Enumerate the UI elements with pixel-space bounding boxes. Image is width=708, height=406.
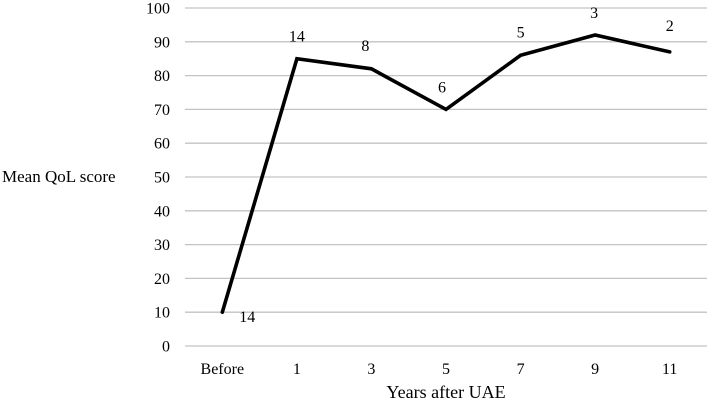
point-label: 2	[666, 18, 674, 35]
y-tick-label: 50	[154, 170, 170, 187]
point-label: 5	[517, 24, 525, 41]
point-label: 8	[361, 38, 369, 55]
y-tick-label: 40	[154, 203, 170, 220]
x-tick-label: 5	[442, 361, 450, 378]
point-label: 3	[590, 5, 598, 22]
y-tick-label: 70	[154, 102, 170, 119]
x-tick-label: 11	[662, 361, 677, 378]
x-tick-label: 3	[367, 361, 375, 378]
point-label: 14	[289, 29, 305, 46]
x-tick-label: Before	[201, 361, 245, 378]
y-tick-label: 30	[154, 237, 170, 254]
y-tick-label: 100	[146, 1, 170, 18]
point-label: 14	[239, 309, 255, 326]
y-tick-label: 60	[154, 136, 170, 153]
qol-series-line	[220, 33, 672, 315]
x-tick-label: 7	[517, 361, 525, 378]
x-axis-title: Years after UAE	[386, 382, 506, 402]
x-tick-label: 1	[293, 361, 301, 378]
y-tick-label: 90	[154, 34, 170, 51]
y-tick-label: 10	[154, 305, 170, 322]
x-tick-label: 9	[591, 361, 599, 378]
y-tick-label: 80	[154, 68, 170, 85]
y-tick-label: 0	[162, 339, 170, 356]
y-tick-label: 20	[154, 271, 170, 288]
y-axis-title: Mean QoL score	[2, 167, 116, 186]
point-label: 6	[438, 79, 446, 96]
